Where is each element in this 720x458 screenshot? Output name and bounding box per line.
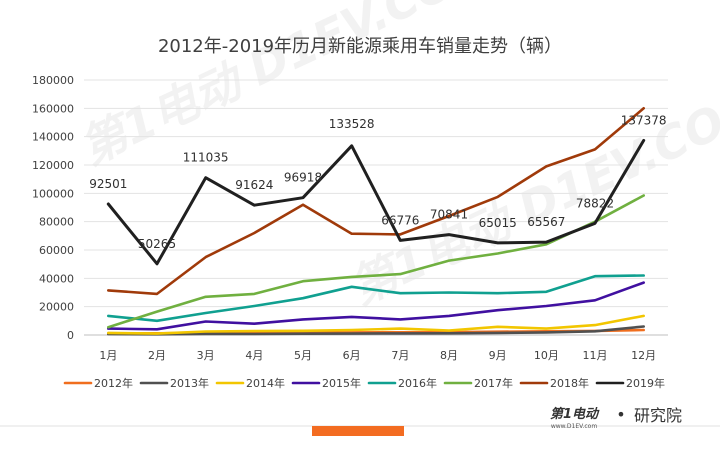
data-label: 91624 (235, 178, 273, 192)
y-tick-label: 120000 (32, 159, 74, 172)
series-line (107, 274, 646, 323)
x-tick-label: 12月 (631, 349, 656, 362)
x-tick-label: 7月 (391, 349, 409, 362)
series-line (106, 138, 646, 266)
x-tick-label: 9月 (489, 349, 507, 362)
legend-label: 2017年 (474, 376, 513, 390)
data-label: 50265 (138, 237, 176, 251)
data-label: 133528 (329, 117, 375, 131)
data-label: 137378 (621, 113, 667, 127)
legend-label: 2015年 (322, 376, 361, 390)
footer-accent-bar (312, 426, 404, 436)
y-tick-label: 80000 (39, 216, 74, 229)
x-tick-label: 11月 (583, 349, 608, 362)
x-tick-label: 4月 (245, 349, 263, 362)
y-tick-label: 40000 (39, 272, 74, 285)
x-axis-ticks: 1月 2月 3月 4月 5月 6月 7月 8月 9月 10月 11月 12月 (99, 349, 656, 362)
data-label: 70841 (430, 208, 468, 222)
data-label: 78822 (576, 196, 614, 210)
y-tick-label: 20000 (39, 301, 74, 314)
x-tick-label: 6月 (343, 349, 361, 362)
x-tick-label: 1月 (99, 349, 117, 362)
data-label: 111035 (183, 151, 229, 165)
data-label: 96918 (284, 171, 322, 185)
y-axis-ticks: 0 20000 40000 60000 80000 100000 120000 140000 1… (32, 74, 74, 342)
y-tick-label: 160000 (32, 102, 74, 115)
series-line (107, 325, 646, 336)
legend-label: 2013年 (170, 376, 209, 390)
y-tick-label: 140000 (32, 131, 74, 144)
data-label: 66776 (381, 213, 419, 227)
brand-logo-url: www.D1EV.com (551, 423, 598, 430)
y-tick-label: 60000 (39, 244, 74, 257)
watermark-bottom: 第1电动 D1EV.COM (342, 75, 720, 315)
y-tick-label: 100000 (32, 187, 74, 200)
series-line (107, 314, 646, 335)
watermark-top: 第1电动 D1EV.COM (72, 0, 505, 175)
legend-label: 2014年 (246, 376, 285, 390)
legend-label: 2012年 (94, 376, 133, 390)
legend-label: 2016年 (398, 376, 437, 390)
series-lines (106, 107, 646, 336)
data-label: 92501 (89, 177, 127, 191)
brand-logo: 第1电动 (550, 406, 600, 422)
legend: 2012年 2013年 2014年 2015年 2016年 2017年 2018年 2019年 (63, 376, 665, 390)
brand-mark: 第1电动 www.D1EV.com • 研究院 (550, 405, 682, 430)
series-line (107, 281, 646, 331)
chart-title: 2012年-2019年历月新能源乘用车销量走势（辆） (158, 36, 562, 57)
brand-suffix: 研究院 (634, 406, 682, 425)
x-tick-label: 8月 (440, 349, 458, 362)
data-label: 65567 (527, 215, 565, 229)
y-tick-label: 180000 (32, 74, 74, 87)
y-tick-label: 0 (67, 329, 74, 342)
data-label: 65015 (479, 216, 517, 230)
x-tick-label: 3月 (197, 349, 215, 362)
series-line (107, 107, 646, 296)
x-tick-label: 5月 (294, 349, 312, 362)
x-tick-label: 10月 (534, 349, 559, 362)
data-labels: 92501 50265 111035 91624 96918 133528 66776 708… (89, 113, 666, 250)
x-tick-label: 2月 (148, 349, 166, 362)
legend-label: 2018年 (550, 376, 589, 390)
brand-separator: • (616, 405, 625, 424)
legend-label: 2019年 (626, 376, 665, 390)
